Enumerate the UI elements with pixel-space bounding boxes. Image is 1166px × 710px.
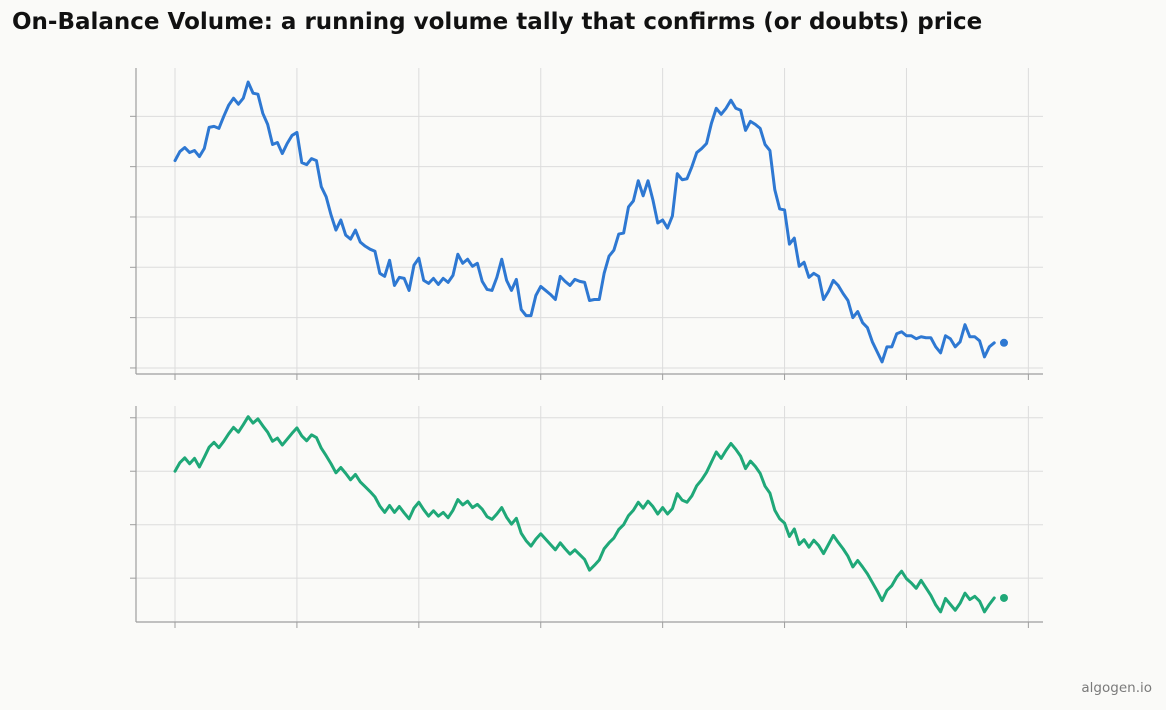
chart-title: On-Balance Volume: a running volume tall… (12, 9, 983, 35)
obv-last-point-marker (999, 593, 1008, 602)
price-last-point-marker (999, 338, 1008, 347)
price-panel (130, 68, 1043, 380)
obv-series-line (173, 415, 996, 614)
obv-panel (130, 406, 1043, 628)
price-series-line (173, 80, 996, 364)
watermark: algogen.io (1081, 680, 1152, 696)
